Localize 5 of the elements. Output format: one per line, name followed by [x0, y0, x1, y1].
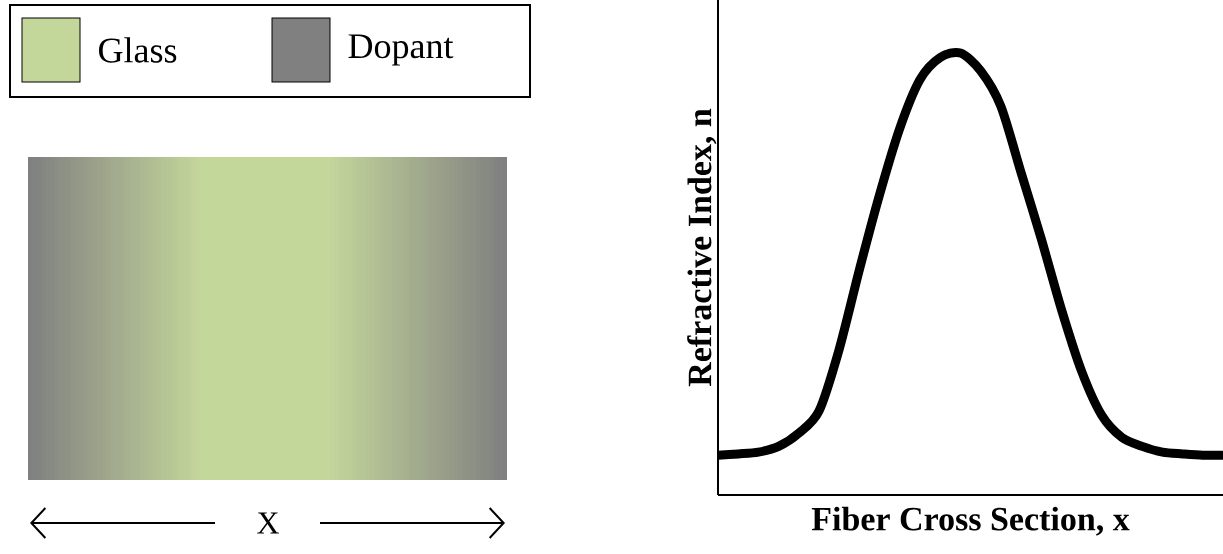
text: X — [257, 512, 279, 534]
category-label: Glass — [99, 37, 177, 63]
x-axis-title: Fiber Cross Section, x — [811, 506, 1130, 536]
y-axis-title: Refractive Index, n — [687, 108, 717, 387]
category-label: Dopant — [348, 34, 454, 66]
